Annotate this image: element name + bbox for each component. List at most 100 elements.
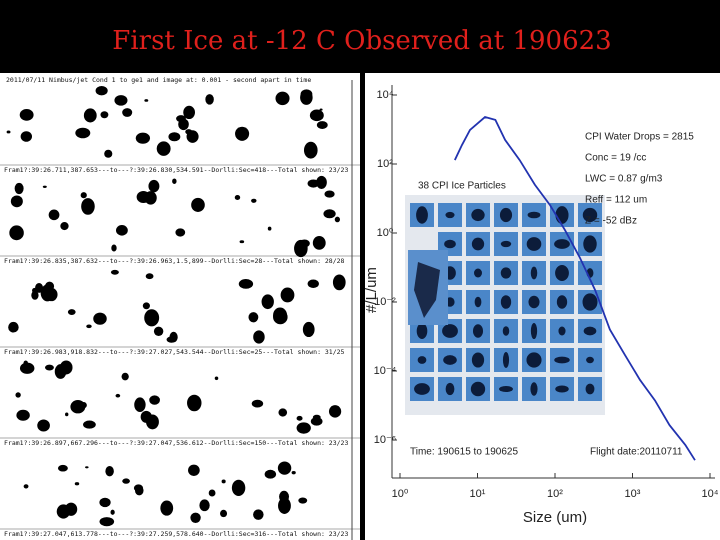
- particle: [10, 195, 23, 208]
- y-axis-label: #/L/um: [363, 267, 380, 313]
- cpi-particle: [417, 356, 427, 364]
- particle: [95, 86, 108, 96]
- particle: [144, 99, 149, 102]
- cpi-particle: [500, 240, 512, 248]
- particle: [23, 484, 29, 489]
- particle: [298, 497, 308, 504]
- particle: [44, 364, 54, 371]
- cpi-particle: [442, 324, 458, 338]
- inset-title: 38 CPI Ice Particles: [418, 181, 506, 192]
- particle: [134, 397, 146, 412]
- particle: [45, 287, 58, 302]
- particle: [310, 417, 323, 426]
- cpi-particle: [416, 323, 428, 339]
- particle: [324, 190, 335, 198]
- particle: [188, 464, 200, 476]
- particle: [110, 509, 115, 515]
- particle: [323, 209, 336, 219]
- particle: [104, 149, 113, 158]
- particle: [307, 279, 319, 288]
- x-tick-label: 10²: [547, 488, 563, 500]
- cpi-particle: [528, 295, 540, 309]
- particle: [299, 239, 310, 248]
- cpi-particle: [526, 352, 542, 368]
- particle: [261, 294, 274, 310]
- particle: [115, 225, 128, 236]
- particle: [280, 287, 295, 303]
- particle: [146, 414, 159, 430]
- particle: [135, 132, 151, 144]
- cpi-particle: [416, 206, 428, 224]
- particle: [8, 321, 19, 333]
- particle: [122, 108, 133, 117]
- particle: [42, 185, 47, 188]
- particle-image-panel: [0, 73, 360, 540]
- particle: [303, 141, 318, 159]
- particle: [48, 209, 60, 221]
- particle: [9, 225, 24, 241]
- annotation: Reff = 112 um: [585, 195, 647, 206]
- particle: [64, 502, 78, 516]
- particle: [153, 326, 164, 336]
- particle: [16, 409, 30, 421]
- cpi-particle: [582, 293, 598, 311]
- particle: [19, 109, 34, 121]
- particle: [316, 121, 328, 129]
- particle: [115, 393, 121, 398]
- particle: [264, 469, 277, 479]
- particle: [6, 130, 11, 134]
- cpi-particle: [444, 239, 456, 249]
- cpi-particle: [586, 356, 594, 364]
- frame-caption: Fram1?:39:27.047,613.778---to---?:39:27.…: [4, 530, 348, 538]
- particle: [278, 408, 288, 417]
- particle: [302, 321, 315, 338]
- annotation: Z = -52 dBz: [585, 216, 637, 227]
- particle: [99, 497, 111, 508]
- y-tick-label: 10⁻²: [374, 296, 396, 308]
- particle: [231, 479, 246, 497]
- cpi-particle: [530, 322, 538, 340]
- cpi-particle: [555, 264, 569, 282]
- x-tick-label: 10³: [625, 488, 641, 500]
- y-tick-label: 10⁻⁶: [374, 434, 397, 446]
- cpi-particle: [502, 352, 510, 368]
- particle: [144, 309, 160, 327]
- particle: [133, 484, 144, 492]
- cpi-particle: [499, 207, 513, 223]
- particle: [235, 126, 250, 141]
- annotation: CPI Water Drops = 2815: [585, 132, 694, 143]
- particle: [332, 274, 346, 291]
- particle: [65, 412, 69, 417]
- particle: [253, 330, 265, 344]
- particle: [20, 131, 33, 142]
- cpi-particle: [527, 211, 541, 219]
- cpi-particle: [445, 211, 455, 219]
- particle: [93, 312, 107, 325]
- cpi-particle: [474, 296, 482, 308]
- y-tick-label: 10⁻⁴: [374, 365, 397, 377]
- particle: [277, 461, 292, 475]
- cpi-particle: [554, 239, 570, 249]
- particle: [105, 466, 114, 477]
- particle: [291, 470, 296, 475]
- particle: [234, 195, 241, 201]
- particle: [185, 129, 193, 135]
- size-distribution-line: [454, 116, 696, 461]
- particle: [148, 179, 160, 193]
- particle: [142, 302, 150, 310]
- y-tick-label: 10⁴: [377, 89, 394, 101]
- particle: [86, 324, 92, 329]
- particle: [111, 244, 117, 252]
- particle: [60, 222, 69, 231]
- particle: [81, 198, 95, 215]
- cpi-particle: [583, 326, 597, 336]
- particle: [251, 399, 264, 408]
- particle: [70, 400, 86, 414]
- cpi-large-particle: [414, 262, 440, 318]
- y-tick-label: 10²: [377, 158, 393, 170]
- particle: [23, 360, 28, 366]
- particle: [214, 376, 219, 381]
- cpi-particle: [585, 383, 595, 395]
- flight-note: Flight date:20110711: [590, 447, 683, 458]
